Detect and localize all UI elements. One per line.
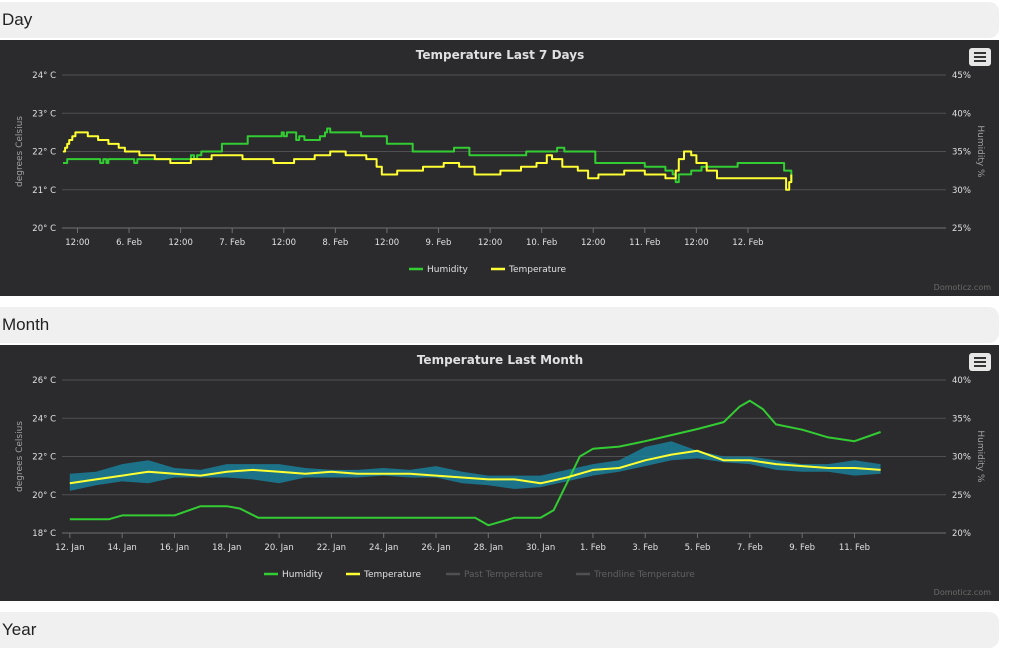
x-tick-label: 12:00 [581,238,606,248]
y-tick-label: 22° C [32,148,56,158]
y-tick-label: 23° C [32,109,56,119]
chart-week: Temperature Last 7 Days 20° C 21° C 22° C 23… [15,48,985,275]
y2-tick-label: 30% [952,186,971,196]
chart-month: Temperature Last Month 18° C 20° C 22° C 24°… [15,353,985,580]
legend-label: Trendline Temperature [593,570,695,580]
y-tick-label: 24° C [32,71,56,81]
section-header-month[interactable]: Month [0,307,999,343]
chart-title: Temperature Last Month [417,353,583,367]
x-tick-label: 9. Feb [426,238,452,248]
y-tick-label: 24° C [32,414,56,424]
y2-tick-label: 20% [952,529,971,539]
y-tick-label: 21° C [32,186,56,196]
series-temperature-range [69,441,881,491]
x-tick-label: 12:00 [684,238,709,248]
y-tick-label: 20° C [32,491,56,501]
series-temperature [63,131,793,191]
chart-panel-month: Temperature Last Month 18° C 20° C 22° C 24°… [0,345,999,601]
x-tick-label: 6. Feb [116,238,142,248]
x-tick-label: 12:00 [478,238,503,248]
chart-menu-button[interactable] [969,48,991,66]
y-tick-label: 26° C [32,376,56,386]
y2-tick-label: 30% [952,453,971,463]
y-tick-label: 18° C [32,529,56,539]
section-title-month: Month [2,315,50,334]
x-tick-label: 12. Jan [55,543,84,553]
x-tick-label: 3. Feb [632,543,658,553]
x-tick-label: 18. Jan [212,543,241,553]
y2-tick-label: 35% [952,148,971,158]
legend-item-trendline-temperature[interactable]: Trendline Temperature [576,570,695,580]
x-tick-label: 12:00 [65,238,90,248]
series-humidity [63,127,793,184]
legend-item-temperature[interactable]: Temperature [346,570,421,580]
legend-item-humidity[interactable]: Humidity [264,570,323,580]
legend-item-temperature[interactable]: Temperature [491,265,566,275]
series-humidity [69,399,881,527]
y-axis-label: degrees Celsius [15,421,25,492]
legend-label: Humidity [282,570,323,580]
x-tick-label: 7. Feb [737,543,763,553]
x-tick-label: 20. Jan [264,543,293,553]
x-tick-label: 9. Feb [789,543,815,553]
credit-link[interactable]: Domoticz.com [933,588,991,597]
legend-label: Temperature [508,265,566,275]
x-tick-label: 22. Jan [317,543,346,553]
legend-label: Humidity [427,265,468,275]
legend-label: Temperature [363,570,421,580]
x-tick-label: 11. Feb [629,238,660,248]
series-temperature [69,449,881,485]
x-tick-label: 12. Feb [732,238,763,248]
y-axis-label: degrees Celsius [15,116,25,187]
y-tick-label: 20° C [32,224,56,234]
chart-title: Temperature Last 7 Days [416,48,584,62]
x-tick-label: 11. Feb [839,543,870,553]
x-tick-label: 12:00 [375,238,400,248]
y-tick-label: 22° C [32,453,56,463]
chart-menu-button[interactable] [969,353,991,371]
x-tick-label: 12:00 [272,238,297,248]
x-tick-label: 12:00 [168,238,193,248]
x-tick-label: 5. Feb [685,543,711,553]
y2-tick-label: 40% [952,376,971,386]
y2-tick-label: 35% [952,414,971,424]
chart-panel-day: Temperature Last 7 Days 20° C 21° C 22° C 23… [0,40,999,296]
section-header-year[interactable]: Year [0,612,999,648]
credit-link[interactable]: Domoticz.com [933,283,991,292]
y2-tick-label: 25% [952,224,971,234]
section-header-day[interactable]: Day [0,2,999,38]
x-tick-label: 24. Jan [369,543,398,553]
x-tick-label: 7. Feb [219,238,245,248]
x-tick-label: 30. Jan [526,543,555,553]
y2-axis-label: Humidity % [975,430,985,483]
x-tick-label: 28. Jan [474,543,503,553]
legend-label: Past Temperature [464,570,543,580]
x-tick-label: 1. Feb [580,543,606,553]
y2-tick-label: 45% [952,71,971,81]
section-title-day: Day [2,10,33,29]
x-tick-label: 14. Jan [107,543,136,553]
legend-item-past-temperature[interactable]: Past Temperature [446,570,543,580]
y2-tick-label: 25% [952,491,971,501]
x-tick-label: 10. Feb [526,238,557,248]
x-tick-label: 8. Feb [322,238,348,248]
x-tick-label: 26. Jan [421,543,450,553]
legend-item-humidity[interactable]: Humidity [409,265,468,275]
y2-tick-label: 40% [952,109,971,119]
x-tick-label: 16. Jan [160,543,189,553]
section-title-year: Year [2,620,37,639]
y2-axis-label: Humidity % [975,125,985,178]
